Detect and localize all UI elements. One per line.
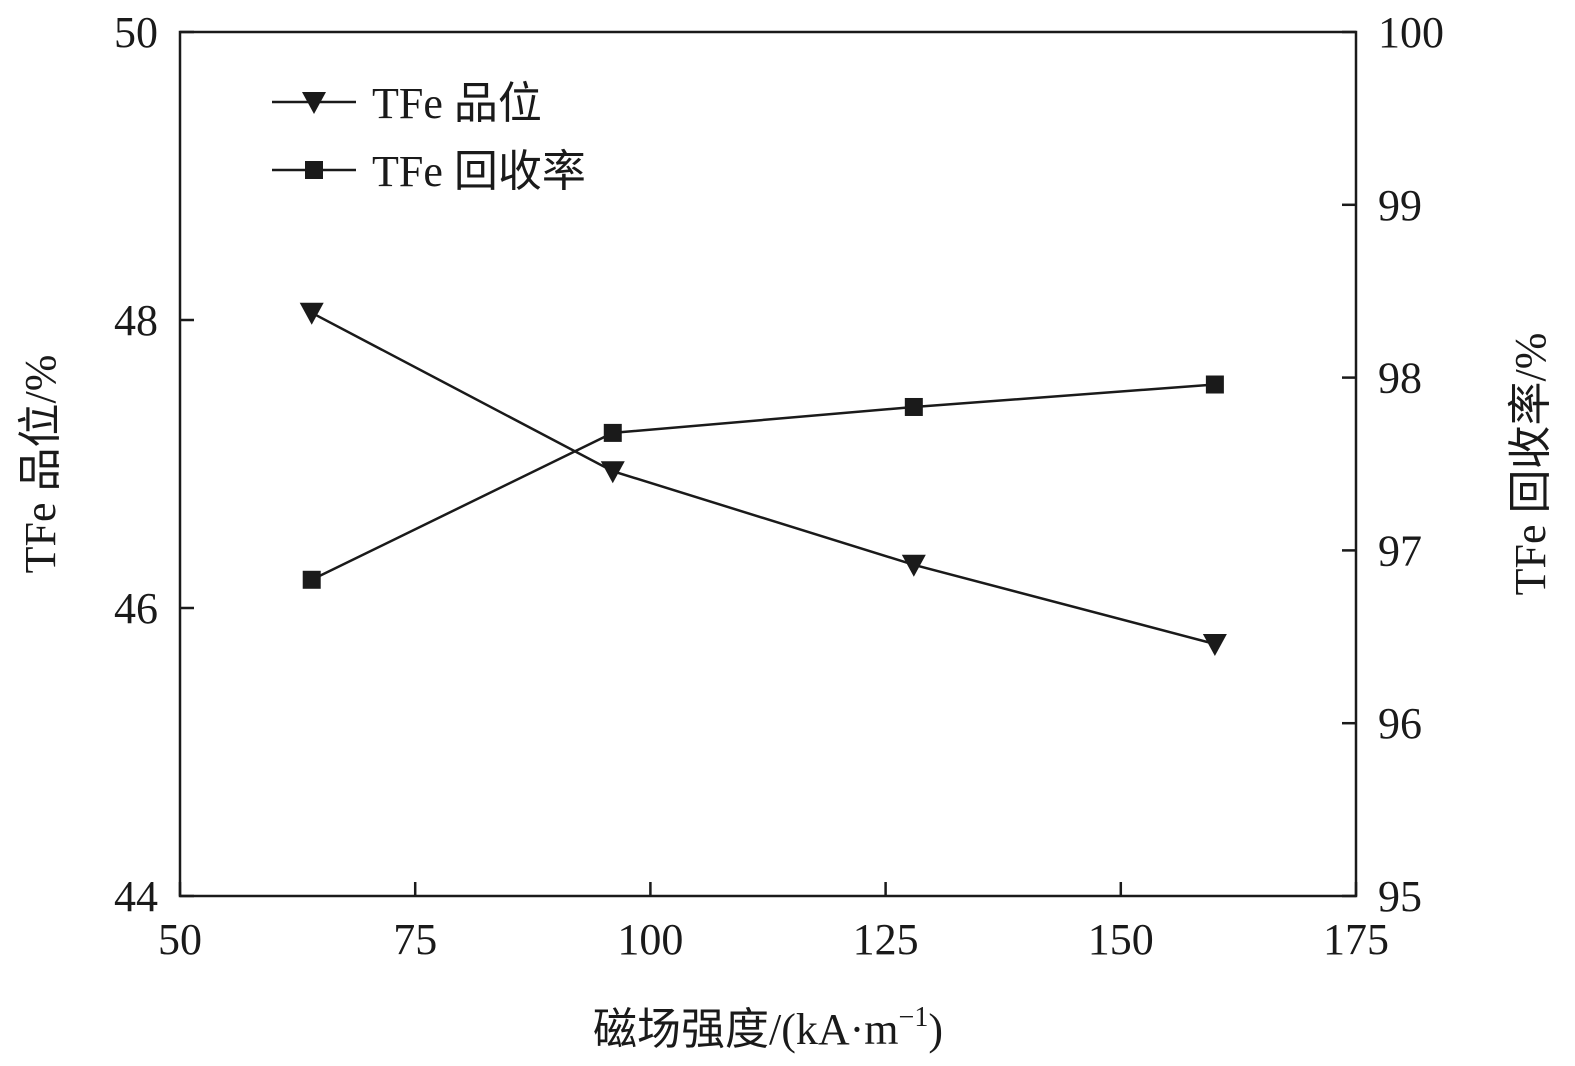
x-tick-label: 100 bbox=[617, 915, 683, 964]
data-point-square bbox=[603, 423, 622, 442]
legend-label-recovery: TFe 回收率 bbox=[372, 147, 586, 196]
series-line-0 bbox=[311, 311, 1216, 646]
right-y-tick-label: 96 bbox=[1378, 699, 1422, 748]
x-tick-label: 125 bbox=[853, 915, 919, 964]
legend-marker-recovery bbox=[305, 161, 323, 179]
right-y-tick-label: 98 bbox=[1378, 354, 1422, 403]
data-point-triangle bbox=[600, 461, 625, 484]
x-tick-label: 150 bbox=[1088, 915, 1154, 964]
series-layer bbox=[299, 302, 1227, 656]
data-point-square bbox=[904, 397, 923, 416]
data-point-triangle bbox=[1202, 634, 1227, 656]
x-tick-label: 175 bbox=[1323, 915, 1389, 964]
data-point-triangle bbox=[901, 554, 926, 577]
right-y-axis-ticks: 95 96 97 98 99 100 bbox=[1342, 8, 1444, 921]
legend-label-grade: TFe 品位 bbox=[372, 79, 542, 128]
x-tick-label: 75 bbox=[393, 915, 437, 964]
x-axis-title-main: 磁场强度/(kA·m bbox=[593, 1005, 899, 1054]
data-point-triangle bbox=[299, 302, 324, 325]
left-y-tick-label: 44 bbox=[114, 872, 158, 921]
left-y-tick-label: 50 bbox=[114, 8, 158, 57]
x-axis-title: 磁场强度/(kA·m−1) bbox=[593, 1002, 943, 1054]
x-axis-title-exponent: −1 bbox=[899, 1002, 929, 1033]
left-y-axis-ticks: 44 46 48 50 bbox=[114, 8, 194, 921]
right-y-tick-label: 99 bbox=[1378, 181, 1422, 230]
right-y-tick-label: 100 bbox=[1378, 8, 1444, 57]
legend-marker-grade bbox=[302, 92, 326, 114]
x-axis-ticks: 50 75 100 125 150 175 bbox=[158, 882, 1389, 964]
right-y-tick-label: 95 bbox=[1378, 872, 1422, 921]
x-tick-label: 50 bbox=[158, 915, 202, 964]
data-point-square bbox=[302, 570, 321, 589]
left-y-tick-label: 48 bbox=[114, 296, 158, 345]
left-y-tick-label: 46 bbox=[114, 584, 158, 633]
right-y-axis-title: TFe 回收率/% bbox=[1506, 333, 1555, 596]
x-axis-title-end: ) bbox=[928, 1005, 943, 1054]
series-line-1 bbox=[311, 383, 1215, 581]
right-y-tick-label: 97 bbox=[1378, 526, 1422, 575]
legend: TFe 品位 TFe 回收率 bbox=[272, 79, 586, 196]
plot-frame bbox=[178, 30, 1358, 898]
data-point-square bbox=[1205, 375, 1224, 394]
left-y-axis-title: TFe 品位/% bbox=[16, 355, 65, 574]
